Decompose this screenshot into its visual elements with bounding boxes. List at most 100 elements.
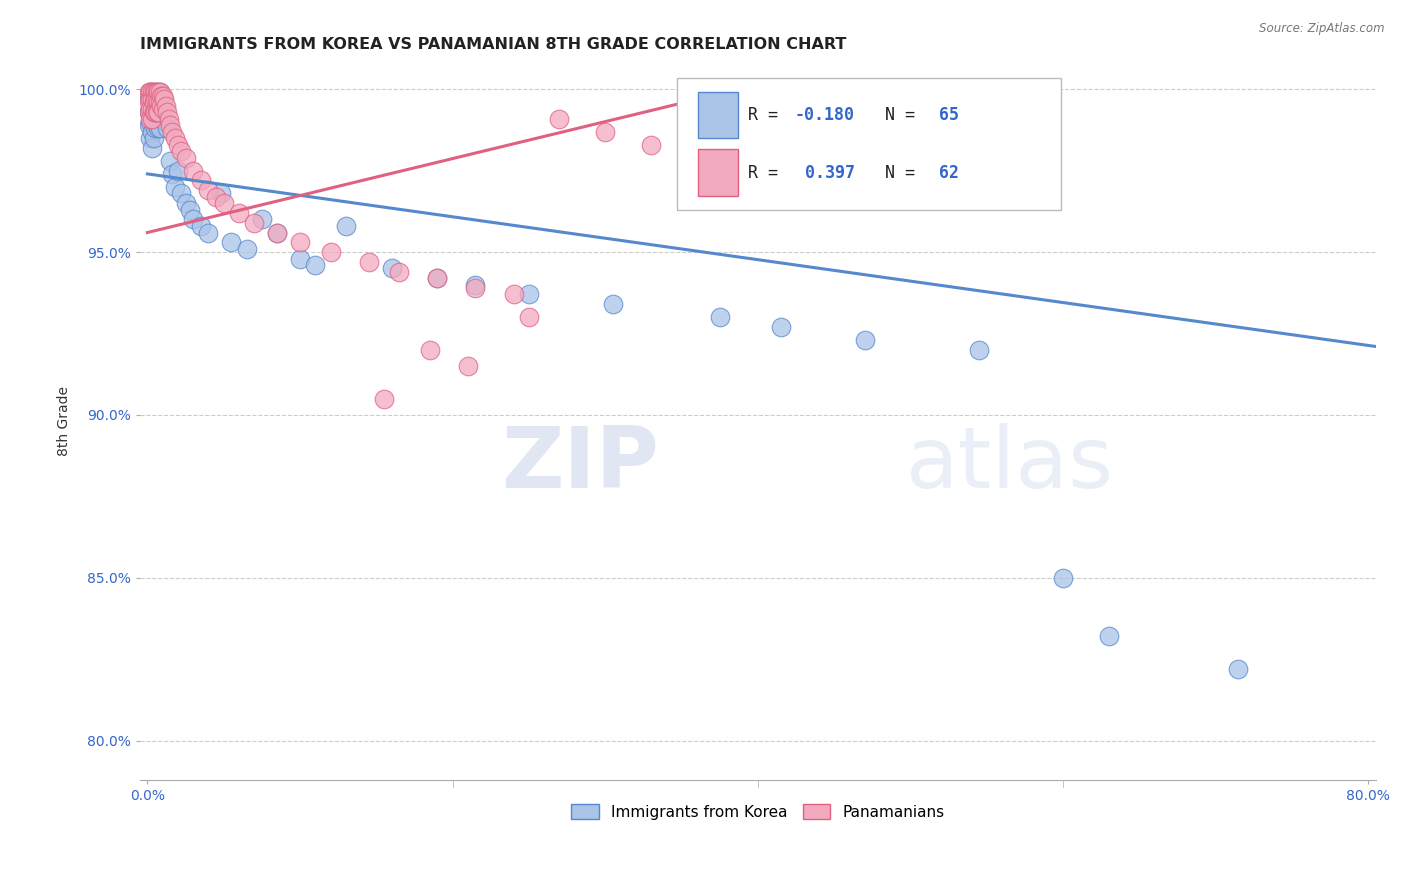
Point (266, 226, 288, 240)
Point (145, 98, 167, 112)
Point (174, 151, 197, 165)
Point (143, 105, 166, 120)
Point (159, 153, 181, 168)
Point (288, 235, 311, 250)
Bar (699, 149, 738, 196)
Point (138, 95, 160, 110)
Point (145, 105, 167, 120)
Point (149, 86, 172, 100)
Point (170, 144, 193, 158)
Text: ZIP: ZIP (501, 423, 659, 506)
Point (464, 277, 486, 292)
Point (153, 102, 176, 116)
Point (141, 95, 163, 110)
Point (228, 206, 250, 220)
Point (156, 121, 179, 136)
Point (155, 115, 177, 129)
Point (426, 271, 449, 285)
Point (142, 115, 165, 129)
Text: 65: 65 (939, 106, 959, 124)
Point (179, 202, 201, 217)
Point (143, 86, 166, 100)
Point (150, 98, 173, 112)
Point (146, 105, 169, 120)
Point (139, 86, 162, 100)
Point (769, 320, 792, 334)
Point (190, 173, 212, 187)
Point (146, 95, 169, 110)
Point (502, 287, 524, 301)
Point (141, 102, 163, 116)
Point (548, 112, 571, 126)
Point (146, 88, 169, 103)
Point (141, 141, 163, 155)
Point (145, 92, 167, 106)
Text: IMMIGRANTS FROM KOREA VS PANAMANIAN 8TH GRADE CORRELATION CHART: IMMIGRANTS FROM KOREA VS PANAMANIAN 8TH … (139, 37, 846, 53)
Point (190, 219, 212, 233)
Point (152, 88, 174, 103)
Point (163, 180, 186, 194)
Point (319, 245, 342, 260)
Point (167, 137, 190, 152)
Point (304, 258, 326, 272)
Point (967, 343, 990, 357)
Point (160, 167, 183, 181)
Point (143, 105, 166, 120)
Point (266, 226, 288, 240)
Bar (699, 92, 738, 138)
Text: Source: ZipAtlas.com: Source: ZipAtlas.com (1260, 22, 1385, 36)
Point (139, 102, 162, 116)
Point (143, 92, 166, 106)
Point (163, 131, 186, 145)
Point (1227, 662, 1250, 676)
Point (288, 252, 311, 266)
Point (141, 125, 163, 139)
Point (139, 86, 162, 100)
Point (146, 121, 169, 136)
Point (141, 86, 163, 100)
Point (141, 92, 163, 106)
Point (149, 86, 172, 100)
Point (152, 112, 174, 126)
Point (243, 216, 266, 230)
Point (457, 359, 479, 373)
Point (153, 92, 176, 106)
Text: R =: R = (748, 106, 787, 124)
Point (517, 310, 540, 325)
Point (138, 105, 160, 120)
Point (138, 118, 160, 132)
Legend: Immigrants from Korea, Panamanians: Immigrants from Korea, Panamanians (565, 798, 950, 826)
Point (143, 92, 166, 106)
Point (146, 86, 169, 100)
Point (141, 86, 163, 100)
Text: 62: 62 (939, 163, 959, 182)
Point (139, 112, 162, 126)
Point (138, 105, 160, 120)
Point (1098, 629, 1121, 643)
Point (853, 333, 876, 347)
Point (150, 92, 173, 106)
Point (149, 102, 172, 116)
Point (143, 121, 166, 136)
Text: 0.397: 0.397 (794, 163, 855, 182)
Point (426, 271, 449, 285)
Point (142, 88, 165, 103)
Point (142, 131, 165, 145)
Point (235, 242, 257, 256)
Point (142, 102, 165, 116)
Point (139, 102, 162, 116)
Point (209, 186, 232, 201)
Point (150, 108, 173, 122)
Point (593, 125, 616, 139)
Point (388, 264, 411, 278)
Point (139, 131, 162, 145)
Point (380, 261, 402, 276)
Point (170, 186, 193, 201)
Text: -0.180: -0.180 (794, 106, 855, 124)
Text: R =: R = (748, 163, 787, 182)
Point (250, 212, 273, 227)
Point (145, 86, 167, 100)
Point (357, 255, 380, 269)
Point (686, 151, 709, 165)
Point (152, 92, 174, 106)
